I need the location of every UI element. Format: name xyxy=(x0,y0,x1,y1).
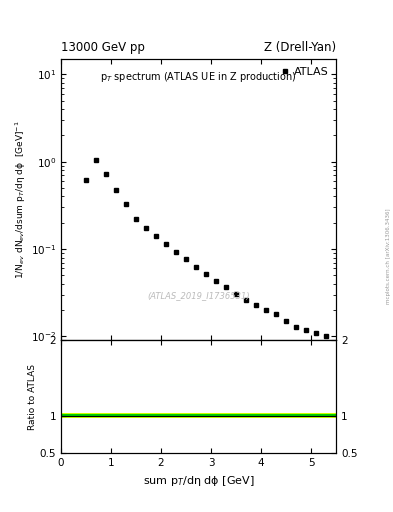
Y-axis label: Ratio to ATLAS: Ratio to ATLAS xyxy=(28,364,37,430)
ATLAS xyxy=(194,264,198,270)
ATLAS xyxy=(184,257,188,263)
ATLAS xyxy=(244,297,248,303)
ATLAS xyxy=(174,249,178,255)
ATLAS xyxy=(253,302,258,308)
ATLAS xyxy=(314,330,318,336)
ATLAS xyxy=(94,157,98,163)
ATLAS xyxy=(324,333,329,339)
Text: 13000 GeV pp: 13000 GeV pp xyxy=(61,41,145,54)
X-axis label: sum p$_T$/dη dϕ [GeV]: sum p$_T$/dη dϕ [GeV] xyxy=(143,474,254,487)
Text: Z (Drell-Yan): Z (Drell-Yan) xyxy=(264,41,336,54)
ATLAS xyxy=(114,186,118,193)
ATLAS xyxy=(84,177,88,183)
ATLAS xyxy=(264,307,268,313)
Text: mcplots.cern.ch [arXiv:1306.3436]: mcplots.cern.ch [arXiv:1306.3436] xyxy=(386,208,391,304)
ATLAS xyxy=(233,290,238,296)
ATLAS xyxy=(123,201,128,207)
Text: p$_T$ spectrum (ATLAS UE in Z production): p$_T$ spectrum (ATLAS UE in Z production… xyxy=(100,70,297,84)
Text: (ATLAS_2019_I1736531): (ATLAS_2019_I1736531) xyxy=(147,291,250,300)
ATLAS xyxy=(214,278,219,284)
ATLAS xyxy=(304,327,309,333)
ATLAS xyxy=(163,241,168,247)
ATLAS xyxy=(274,311,278,317)
Y-axis label: 1/N$_{ev}$ dN$_{ev}$/dsum p$_T$/dη dϕ  [GeV]$^{-1}$: 1/N$_{ev}$ dN$_{ev}$/dsum p$_T$/dη dϕ [G… xyxy=(13,120,28,279)
ATLAS xyxy=(143,225,148,231)
ATLAS xyxy=(204,271,208,277)
ATLAS xyxy=(134,216,138,222)
Legend: ATLAS: ATLAS xyxy=(276,62,333,81)
ATLAS xyxy=(224,284,228,290)
ATLAS xyxy=(104,171,108,177)
Line: ATLAS: ATLAS xyxy=(83,157,329,339)
ATLAS xyxy=(284,318,288,324)
ATLAS xyxy=(294,324,298,330)
ATLAS xyxy=(154,233,158,240)
